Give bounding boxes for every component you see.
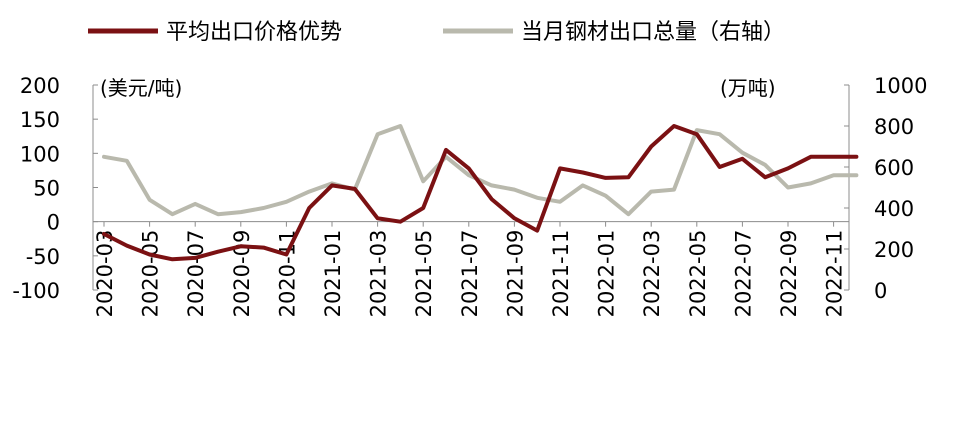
x-axis-tick-label: 2020-09 <box>230 230 254 318</box>
left-axis-tick-label: -100 <box>12 279 60 303</box>
x-axis-tick-label: 2022-05 <box>686 230 710 318</box>
right-axis-tick-label: 200 <box>874 238 914 262</box>
x-axis-tick-label: 2020-07 <box>184 230 208 318</box>
x-axis-tick-label: 2021-03 <box>367 230 391 318</box>
legend-label-export-volume: 当月钢材出口总量（右轴） <box>521 20 785 45</box>
left-axis-tick-label: 0 <box>47 211 60 235</box>
left-axis-tick-label: 100 <box>20 142 60 166</box>
x-axis-tick-label: 2022-09 <box>777 230 801 318</box>
x-axis-tick-label: 2021-07 <box>458 230 482 318</box>
series-line-export-volume <box>102 124 859 217</box>
legend: 平均出口价格优势 当月钢材出口总量（右轴） <box>88 20 785 45</box>
right-axis-tick-label: 400 <box>874 197 914 221</box>
left-axis-tick-label: 50 <box>33 177 60 201</box>
x-axis-tick-label: 2022-07 <box>731 230 755 318</box>
x-axis-tick-label: 2020-03 <box>93 230 117 318</box>
right-axis-tick-label: 800 <box>874 115 914 139</box>
left-axis-tick-label: 150 <box>20 108 60 132</box>
plot-area: 200 150 100 50 0 -50 -100 1000 800 600 400 200 0 2020… <box>12 74 927 317</box>
right-axis-tick-label: 0 <box>874 279 887 303</box>
left-axis-tick-label: -50 <box>26 245 60 269</box>
x-axis-tick-label: 2021-01 <box>321 230 345 318</box>
x-axis-tick-label: 2022-01 <box>595 230 619 318</box>
right-axis-tick-label: 1000 <box>874 74 927 98</box>
right-axis-tick-label: 600 <box>874 156 914 180</box>
x-axis-tick-label: 2020-11 <box>275 230 299 318</box>
legend-label-price-advantage: 平均出口价格优势 <box>166 20 342 45</box>
x-axis-tick-label: 2020-05 <box>139 230 163 318</box>
right-axis-unit: (万吨) <box>720 76 776 100</box>
left-axis-unit: (美元/吨) <box>100 76 182 100</box>
x-axis-tick-label: 2022-11 <box>823 230 847 318</box>
x-axis-tick-label: 2021-11 <box>549 230 573 318</box>
series-line-price-advantage <box>102 124 859 262</box>
x-axis-tick-label: 2021-09 <box>503 230 527 318</box>
x-axis-tick-label: 2022-03 <box>640 230 664 318</box>
left-axis-tick-label: 200 <box>20 74 60 98</box>
x-axis-tick-label: 2021-05 <box>412 230 436 318</box>
